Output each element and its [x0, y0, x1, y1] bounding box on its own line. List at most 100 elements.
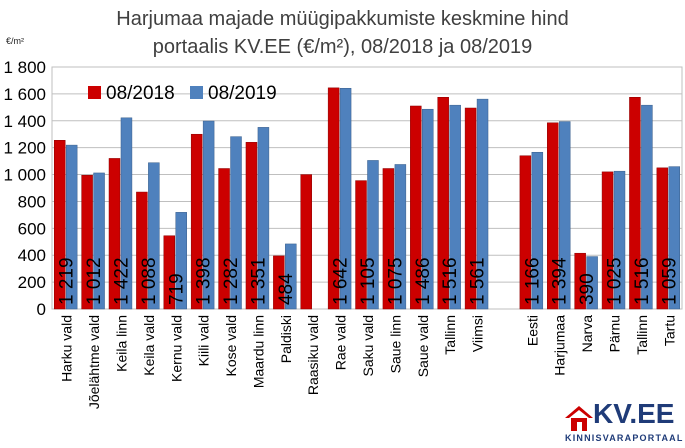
- data-label: 1 394: [550, 257, 571, 305]
- bar-2018: [300, 174, 312, 310]
- bar-2018: [163, 235, 176, 310]
- data-label: 1 486: [413, 257, 434, 305]
- bar-2018: [327, 87, 340, 310]
- x-tick-label: Keila vald: [141, 315, 157, 376]
- data-label: 1 059: [659, 257, 680, 305]
- bar-2019: [558, 121, 571, 310]
- bar-2018: [629, 97, 641, 310]
- bar-2018: [108, 158, 121, 310]
- x-tick-label: Tallinn: [634, 315, 650, 355]
- y-tick-label: 1 200: [3, 139, 46, 158]
- chart-title-line-2: portaalis KV.EE (€/m²), 08/2018 ja 08/20…: [152, 36, 533, 58]
- bar-2018: [81, 174, 93, 310]
- bar-2018: [382, 168, 395, 310]
- x-tick-label: Maardu linn: [250, 315, 266, 388]
- data-label: 1 516: [440, 257, 461, 305]
- legend-label-2019: 08/2019: [208, 83, 277, 104]
- bar-2019: [641, 104, 653, 310]
- bar-2019: [339, 87, 352, 310]
- logo-subtext: KINNISVARAPORTAAL: [565, 433, 684, 443]
- bar-2019: [586, 256, 598, 310]
- x-tick-label: Pärnu: [607, 315, 623, 352]
- bar-2019: [257, 127, 270, 310]
- bar-2018: [355, 180, 367, 310]
- bar-2018: [136, 191, 148, 310]
- bar-2019: [93, 172, 105, 310]
- data-label: 1 025: [605, 257, 626, 305]
- data-label: 1 166: [522, 257, 543, 305]
- data-label: 1 075: [385, 257, 406, 305]
- bar-2019: [65, 144, 78, 310]
- data-label: 1 105: [358, 257, 379, 305]
- x-tick-label: Narva: [579, 315, 595, 353]
- y-tick-label: 1 400: [3, 112, 46, 131]
- data-label: 1 219: [57, 257, 78, 305]
- data-label: 1 398: [194, 257, 215, 305]
- x-tick-label: Kernu vald: [168, 315, 184, 382]
- x-tick-label: Eesti: [524, 315, 540, 346]
- legend-swatch-2019: [190, 86, 203, 99]
- x-tick-label: Tartu: [661, 315, 677, 346]
- logo-text: KV.EE: [593, 398, 675, 429]
- y-unit-label: €/m²: [6, 36, 24, 46]
- bar-2018: [245, 142, 258, 310]
- bar-2018: [547, 122, 559, 310]
- bar-2019: [422, 108, 434, 310]
- data-label: 1 561: [468, 257, 489, 305]
- x-tick-label: Saku vald: [360, 315, 376, 376]
- x-tick-label: Harjumaa: [552, 315, 568, 376]
- data-label: 1 422: [111, 257, 132, 305]
- y-tick-label: 0: [37, 300, 46, 319]
- x-tick-label: Rae vald: [333, 315, 349, 370]
- x-tick-label: Paldiski: [278, 315, 294, 363]
- x-tick-label: Harku vald: [59, 315, 75, 382]
- y-tick-label: 1 800: [3, 58, 46, 77]
- data-label: 1 088: [139, 257, 160, 305]
- y-tick-label: 800: [18, 192, 46, 211]
- bar-2019: [367, 160, 379, 310]
- bar-2019: [531, 151, 544, 310]
- x-tick-label: Viimsi: [470, 315, 486, 352]
- bar-2019: [175, 212, 187, 310]
- bar-2019: [394, 164, 407, 310]
- bar-2019: [202, 120, 215, 310]
- bar-2018: [574, 252, 586, 310]
- data-label: 1 012: [84, 257, 105, 305]
- bar-2018: [464, 107, 477, 310]
- y-tick-label: 1 000: [3, 166, 46, 185]
- chart-title-line-1: Harjumaa majade müügipakkumiste keskmine…: [116, 8, 569, 30]
- x-tick-label: Raasiku vald: [305, 315, 321, 395]
- kv-ee-logo: KV.EE KINNISVARAPORTAAL: [563, 398, 684, 448]
- data-label: 1 642: [331, 257, 352, 305]
- data-label: 484: [276, 273, 297, 305]
- bar-2018: [273, 255, 285, 310]
- x-tick-label: Kiili vald: [196, 315, 212, 366]
- x-tick-label: Kose vald: [223, 315, 239, 376]
- x-tick-label: Tallinn: [442, 315, 458, 355]
- legend-label-2018: 08/2018: [106, 83, 175, 104]
- bar-2019: [230, 136, 242, 310]
- bar-2018: [601, 171, 614, 310]
- bar-2018: [190, 133, 203, 310]
- y-tick-label: 600: [18, 219, 46, 238]
- y-tick-label: 400: [18, 246, 46, 265]
- house-icon: [565, 406, 593, 431]
- bar-2018: [218, 168, 230, 310]
- bar-2019: [449, 104, 461, 310]
- y-tick-label: 1 600: [3, 85, 46, 104]
- data-label: 390: [577, 273, 598, 305]
- x-tick-label: Keila linn: [113, 315, 129, 372]
- bar-2019: [613, 170, 626, 310]
- data-label: 719: [166, 273, 187, 305]
- y-tick-label: 200: [18, 273, 46, 292]
- data-label: 1 516: [632, 257, 653, 305]
- bar-2019: [285, 243, 297, 310]
- bar-2019: [148, 162, 160, 310]
- x-tick-label: Saue linn: [387, 315, 403, 373]
- data-label: 1 282: [221, 257, 242, 305]
- bar-2018: [437, 97, 449, 310]
- bar-2019: [476, 98, 489, 310]
- bar-2018: [53, 140, 66, 310]
- bar-2019: [668, 166, 681, 310]
